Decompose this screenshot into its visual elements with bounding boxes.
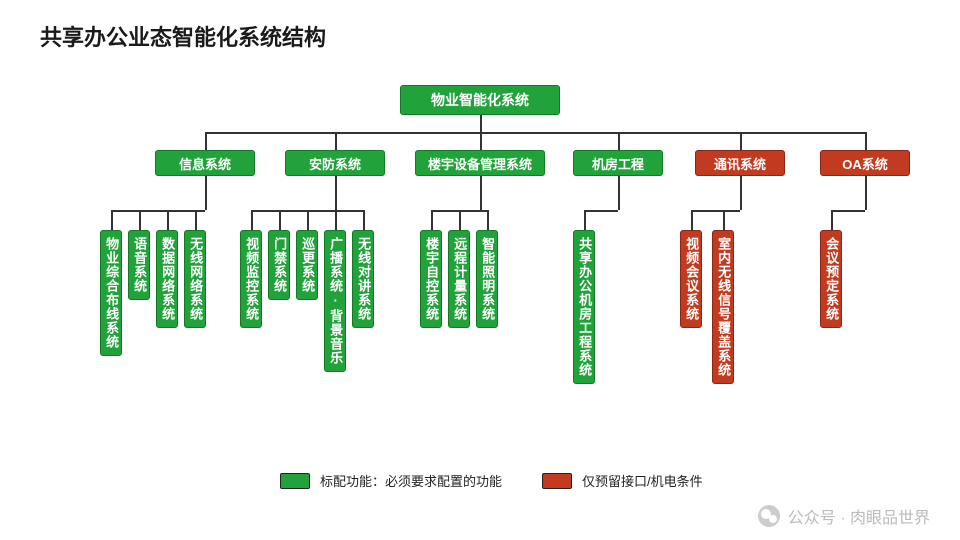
connector-line (740, 132, 742, 150)
connector-line (111, 210, 205, 212)
connector-line (167, 210, 169, 230)
leaf-node: 楼宇自控系统 (420, 230, 442, 328)
connector-line (279, 210, 281, 230)
leaf-node: 物业综合布线系统 (100, 230, 122, 356)
legend-item: 仅预留接口/机电条件 (542, 471, 703, 490)
connector-line (205, 176, 207, 210)
connector-line (480, 132, 482, 150)
legend: 标配功能：必须要求配置的功能 仅预留接口/机电条件 (280, 471, 703, 490)
connector-line (431, 210, 433, 230)
connector-line (691, 210, 740, 212)
connector-line (584, 210, 618, 212)
page-title: 共享办公业态智能化系统结构 (40, 20, 326, 52)
leaf-node: 无线网络系统 (184, 230, 206, 328)
root-node: 物业智能化系统 (400, 85, 560, 115)
connector-line (618, 176, 620, 210)
leaf-node: 室内无线信号覆盖系统 (712, 230, 734, 384)
legend-swatch-green (280, 473, 310, 489)
l1-node-room: 机房工程 (573, 150, 663, 176)
l1-node-bldg: 楼宇设备管理系统 (415, 150, 545, 176)
connector-line (335, 210, 337, 230)
legend-label: 仅预留接口/机电条件 (582, 471, 703, 490)
connector-line (831, 210, 833, 230)
l1-node-oa: OA系统 (820, 150, 910, 176)
connector-line (584, 210, 586, 230)
leaf-node: 门禁系统 (268, 230, 290, 300)
connector-line (865, 176, 867, 210)
org-chart: 物业智能化系统信息系统 安防系统 楼宇设备管理系统 机房工程 通讯系统 OA系统物业综合布… (0, 70, 960, 470)
legend-item: 标配功能：必须要求配置的功能 (280, 471, 502, 490)
l1-node-sec: 安防系统 (285, 150, 385, 176)
connector-line (205, 132, 207, 150)
connector-line (740, 176, 742, 210)
connector-line (139, 210, 141, 230)
leaf-node: 智能照明系统 (476, 230, 498, 328)
leaf-node: 视频监控系统 (240, 230, 262, 328)
connector-line (480, 176, 482, 210)
connector-line (618, 132, 620, 150)
connector-line (335, 176, 337, 210)
leaf-node: 无线对讲系统 (352, 230, 374, 328)
connector-line (307, 210, 309, 230)
legend-swatch-red (542, 473, 572, 489)
leaf-node: 广播系统·背景音乐 (324, 230, 346, 372)
leaf-node: 远程计量系统 (448, 230, 470, 328)
connector-line (251, 210, 253, 230)
footer-text: 公众号 · 肉眼品世界 (788, 504, 930, 528)
l1-node-info: 信息系统 (155, 150, 255, 176)
connector-line (831, 210, 865, 212)
connector-line (865, 132, 867, 150)
connector-line (487, 210, 489, 230)
leaf-node: 数据网络系统 (156, 230, 178, 328)
connector-line (480, 115, 482, 132)
connector-line (363, 210, 365, 230)
l1-node-comm: 通讯系统 (695, 150, 785, 176)
connector-line (205, 132, 865, 134)
footer: 公众号 · 肉眼品世界 (758, 504, 930, 528)
connector-line (111, 210, 113, 230)
leaf-node: 巡更系统 (296, 230, 318, 300)
connector-line (195, 210, 197, 230)
wechat-icon (758, 505, 780, 527)
connector-line (459, 210, 461, 230)
leaf-node: 视频会议系统 (680, 230, 702, 328)
leaf-node: 语音系统 (128, 230, 150, 300)
connector-line (691, 210, 693, 230)
connector-line (723, 210, 725, 230)
connector-line (335, 132, 337, 150)
legend-label: 标配功能：必须要求配置的功能 (320, 471, 502, 490)
leaf-node: 共享办公机房工程系统 (573, 230, 595, 384)
leaf-node: 会议预定系统 (820, 230, 842, 328)
